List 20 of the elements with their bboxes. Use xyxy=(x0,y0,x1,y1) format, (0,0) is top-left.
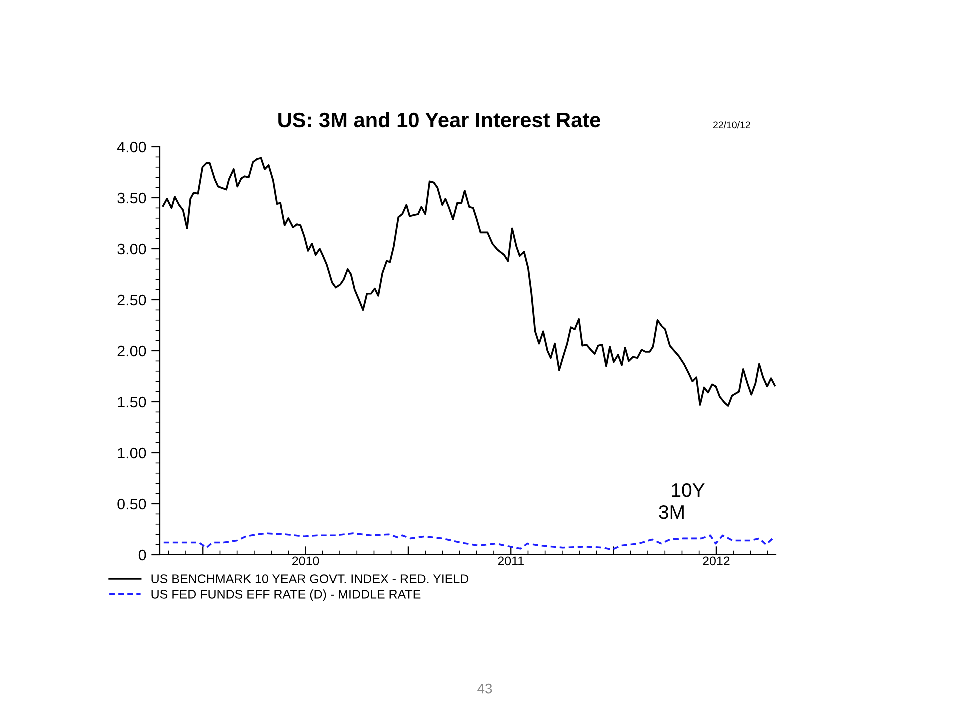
y-tick-label: 4.00 xyxy=(117,142,146,153)
text: 43 xyxy=(478,684,492,694)
y-tick-label: 0.50 xyxy=(118,498,146,510)
annotation: 3M xyxy=(659,505,684,520)
y-tick-label: 1.50 xyxy=(118,396,146,408)
y-tick-label: 0 xyxy=(138,550,146,561)
text: 22/10/12 xyxy=(713,121,750,129)
legend-label: US FED FUNDS EFF RATE (D) - MIDDLE RATE xyxy=(152,590,421,602)
chart-title: US: 3M and 10 Year Interest Rate xyxy=(278,112,600,128)
legend-label: US BENCHMARK 10 YEAR GOVT. INDEX - RED. YIELD xyxy=(152,574,469,584)
line-series xyxy=(162,532,776,551)
y-tick-label: 1.00 xyxy=(118,448,146,459)
annotation: 10Y xyxy=(672,483,705,498)
x-tick-label: 2010 xyxy=(292,556,320,566)
y-tick-label: 2.00 xyxy=(118,346,146,357)
y-tick-label: 2.50 xyxy=(118,294,146,306)
x-tick-label: 2012 xyxy=(703,556,730,566)
y-tick-label: 3.50 xyxy=(118,192,146,204)
y-tick-label: 3.00 xyxy=(118,244,146,255)
x-tick-label: 2011 xyxy=(498,556,524,566)
